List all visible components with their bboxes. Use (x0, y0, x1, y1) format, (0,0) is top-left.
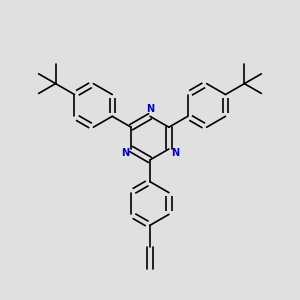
Text: N: N (171, 148, 179, 158)
Text: N: N (146, 104, 154, 114)
Text: N: N (121, 148, 129, 158)
